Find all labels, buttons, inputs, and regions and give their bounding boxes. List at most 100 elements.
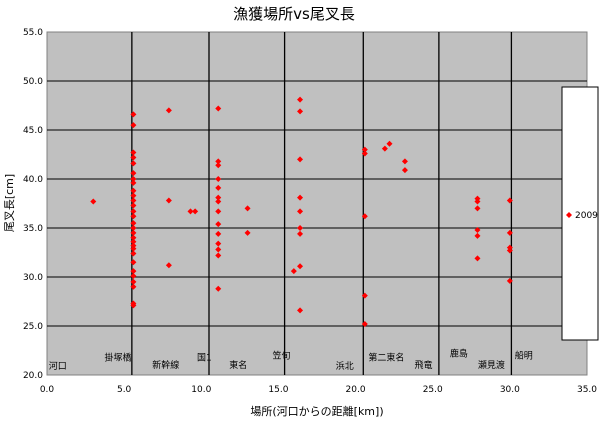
data-point: [215, 105, 222, 112]
data-point: [506, 247, 513, 254]
location-label: 笠旬: [273, 349, 291, 361]
data-point: [215, 176, 222, 182]
data-point: [297, 156, 304, 163]
data-point: [297, 230, 304, 237]
gridlines: [47, 80, 587, 327]
y-tick-label: 35.0: [23, 224, 43, 234]
data-point: [361, 213, 368, 220]
data-point: [474, 226, 481, 233]
x-tick-label: 15.0: [268, 385, 288, 395]
x-axis-label: 場所(河口からの距離[km]): [250, 404, 383, 418]
data-point: [130, 170, 137, 177]
y-axis-ticks: 20.0 25.0 30.0 35.0 40.0 45.0 50.0 55.0: [23, 28, 43, 381]
data-point: [297, 96, 304, 103]
data-point: [361, 292, 368, 299]
y-tick-label: 55.0: [23, 28, 43, 38]
x-tick-label: 25.0: [423, 385, 443, 395]
y-tick-label: 40.0: [23, 175, 43, 185]
data-point: [215, 246, 222, 253]
data-point: [215, 208, 222, 215]
data-point: [130, 225, 137, 231]
x-tick-label: 35.0: [577, 385, 597, 395]
data-point: [297, 263, 304, 270]
legend: 2009: [561, 86, 599, 341]
plot-area: [46, 31, 588, 376]
location-label: 国1: [197, 352, 212, 363]
data-point: [474, 255, 481, 262]
data-point: [130, 154, 137, 161]
data-point: [215, 158, 222, 165]
legend-marker: [566, 212, 572, 218]
data-point: [130, 111, 137, 118]
data-point: [244, 205, 251, 212]
data-point: [130, 202, 137, 209]
data-point: [130, 208, 137, 215]
data-point: [130, 149, 137, 156]
data-point: [474, 232, 481, 239]
data-point: [474, 205, 481, 212]
data-point: [297, 225, 304, 231]
x-tick-label: 5.0: [117, 385, 132, 395]
data-point: [90, 198, 97, 205]
data-point: [506, 229, 513, 236]
data-point: [187, 208, 194, 215]
location-lines: [131, 32, 513, 375]
data-point: [386, 140, 393, 147]
y-axis-label: 尾叉長[cm]: [3, 174, 16, 232]
data-point: [130, 273, 137, 280]
x-tick-label: 30.0: [500, 385, 520, 395]
chart-title: 漁獲場所vs尾叉長: [233, 5, 355, 23]
location-label: 新幹線: [152, 359, 179, 371]
data-point: [215, 221, 222, 228]
x-tick-label: 10.0: [191, 385, 211, 395]
y-tick-label: 30.0: [23, 273, 43, 283]
data-point: [192, 208, 199, 215]
data-point: [215, 240, 222, 247]
data-point: [215, 285, 222, 292]
data-point: [130, 187, 137, 194]
data-point: [297, 208, 304, 215]
location-label: 飛竜: [414, 359, 432, 371]
data-point: [474, 198, 481, 205]
legend-marker-diamond: [566, 212, 572, 218]
data-point: [215, 194, 222, 201]
data-point: [130, 245, 137, 252]
data-point: [130, 238, 137, 245]
y-tick-label: 20.0: [23, 371, 43, 381]
legend-label: 2009: [575, 211, 598, 221]
data-point: [165, 262, 172, 269]
data-point: [130, 176, 137, 182]
x-tick-label: 20.0: [346, 385, 366, 395]
data-point: [297, 307, 304, 314]
data-point: [215, 184, 222, 191]
legend-box: [561, 86, 599, 341]
location-label: 河口: [49, 360, 67, 372]
data-point: [130, 302, 137, 309]
data-point: [130, 250, 137, 257]
y-tick-label: 45.0: [23, 126, 43, 136]
location-label: 東名: [229, 359, 247, 371]
data-point: [381, 145, 388, 152]
x-tick-label: 0.0: [40, 385, 55, 395]
data-point: [506, 277, 513, 284]
data-point: [297, 108, 304, 115]
data-point: [130, 197, 137, 204]
data-point: [130, 213, 137, 220]
data-point: [244, 229, 251, 236]
data-point: [130, 283, 137, 290]
data-point: [130, 234, 137, 241]
series-2009-points: [90, 96, 513, 328]
data-point: [215, 198, 222, 205]
data-point: [130, 160, 137, 167]
data-point: [130, 268, 137, 275]
location-label: 掛塚橋: [104, 351, 131, 363]
data-point: [130, 192, 137, 199]
location-label: 浜北: [336, 361, 354, 372]
data-point: [361, 150, 368, 157]
data-point: [361, 321, 368, 328]
location-label: 瀬見渡: [478, 359, 505, 371]
data-point: [130, 259, 137, 266]
